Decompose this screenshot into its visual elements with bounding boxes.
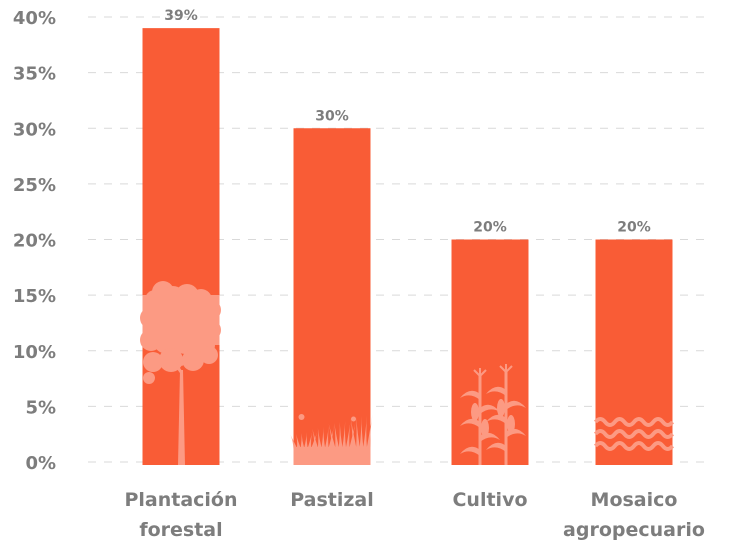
category-label: Mosaico agropecuario	[563, 489, 705, 541]
y-tick-label: 30%	[13, 119, 56, 140]
waves-icon	[593, 417, 675, 451]
x-axis-categories: Plantación forestal Pastizal Cultivo Mosaico…	[124, 489, 704, 541]
data-labels: 39% 30% 20% 20%	[164, 8, 651, 235]
y-tick-label: 35%	[13, 64, 56, 85]
grass-icon	[290, 414, 373, 465]
y-tick-label: 5%	[25, 397, 56, 418]
data-label: 30%	[315, 108, 349, 124]
y-tick-label: 15%	[13, 286, 56, 307]
bar	[451, 239, 529, 465]
bar-icons	[140, 281, 675, 465]
y-tick-label: 25%	[13, 175, 56, 196]
category-label: Plantación forestal	[124, 489, 237, 541]
y-tick-label: 10%	[13, 342, 56, 363]
bars	[142, 28, 673, 465]
data-label: 39%	[164, 8, 198, 24]
category-label: Pastizal	[290, 489, 374, 511]
y-tick-label: 40%	[13, 8, 56, 29]
tree-icon	[140, 281, 221, 465]
corn-icon	[460, 364, 526, 465]
bar	[293, 128, 371, 465]
category-label: Cultivo	[452, 489, 527, 511]
y-tick-label: 0%	[25, 453, 56, 474]
y-tick-label: 20%	[13, 231, 56, 252]
y-axis-ticks: 0% 5% 10% 15% 20% 25% 30% 35% 40%	[13, 8, 56, 474]
data-label: 20%	[617, 220, 651, 236]
bar	[595, 239, 673, 465]
data-label: 20%	[473, 220, 507, 236]
